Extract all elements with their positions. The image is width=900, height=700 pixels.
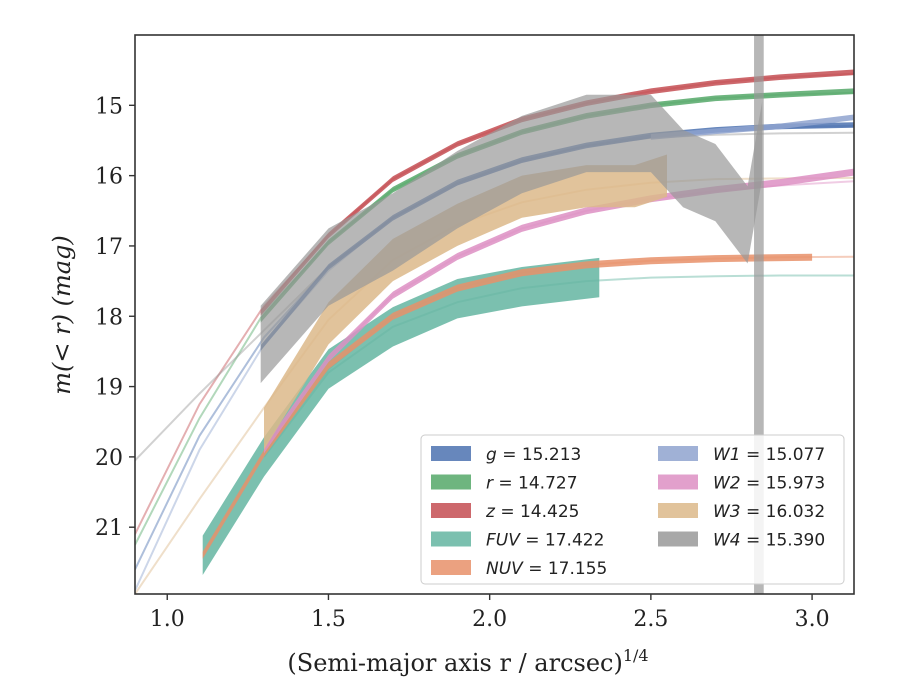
y-axis-label: m(< r) (mag) xyxy=(48,235,76,394)
legend-frame xyxy=(420,434,845,585)
y-tick-label: 20 xyxy=(95,446,123,471)
y-tick-label: 15 xyxy=(95,94,123,119)
x-tick-label: 1.0 xyxy=(150,607,185,632)
y-axis-ticks: 15 16 17 18 19 20 21 xyxy=(95,94,135,541)
data-band-z xyxy=(260,69,854,316)
legend-swatch-r xyxy=(431,474,471,490)
legend-label-z: z = 14.425 xyxy=(485,502,579,522)
legend-swatch-w3 xyxy=(658,503,698,518)
x-tick-label: 3.0 xyxy=(795,607,830,632)
legend-swatch-w1 xyxy=(658,446,698,461)
x-axis-label-text: (Semi-major axis r / arcsec) xyxy=(287,649,622,677)
legend-swatch-fuv xyxy=(431,531,471,547)
legend-label-fuv: FUV = 17.422 xyxy=(486,531,604,551)
x-axis-label: (Semi-major axis r / arcsec)1/4 xyxy=(287,646,648,677)
legend-label-w2: W2 = 15.973 xyxy=(713,474,825,494)
x-axis-label-power: 1/4 xyxy=(623,646,649,665)
legend-label-g: g = 15.213 xyxy=(486,445,581,465)
legend-label-w1: W1 = 15.077 xyxy=(713,445,825,465)
x-tick-label: 2.5 xyxy=(633,607,668,632)
series-layer xyxy=(135,35,854,594)
y-tick-label: 16 xyxy=(95,165,123,190)
legend-swatch-nuv xyxy=(431,560,471,575)
legend-swatch-z xyxy=(431,503,471,518)
legend-label-r: r = 14.727 xyxy=(486,474,578,494)
plot-frame xyxy=(134,34,855,595)
x-axis-ticks: 1.0 1.5 2.0 2.5 3.0 xyxy=(150,594,830,632)
y-tick-label: 17 xyxy=(95,235,123,260)
data-band-w4 xyxy=(260,94,763,384)
legend-swatch-w4 xyxy=(658,531,698,547)
y-tick-label: 19 xyxy=(95,376,123,401)
x-tick-label: 1.5 xyxy=(311,607,346,632)
y-tick-label: 21 xyxy=(95,516,123,541)
legend-label-w3: W3 = 16.032 xyxy=(713,502,825,522)
legend: g = 15.213 r = 14.727 z = 14.425 FUV = 17.4… xyxy=(420,434,845,585)
legend-swatch-g xyxy=(431,446,471,461)
x-tick-label: 2.0 xyxy=(472,607,507,632)
data-band-w1 xyxy=(650,114,854,140)
y-tick-label: 18 xyxy=(95,305,123,330)
legend-swatch-w2 xyxy=(658,474,698,490)
legend-label-nuv: NUV = 17.155 xyxy=(486,559,607,579)
legend-label-w4: W4 = 15.390 xyxy=(713,531,825,551)
